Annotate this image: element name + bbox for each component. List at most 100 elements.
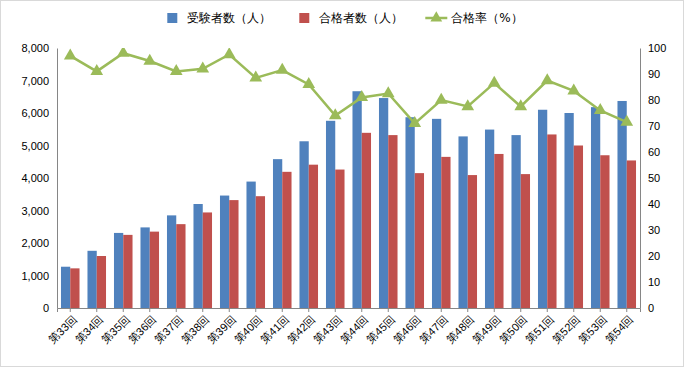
marker	[355, 90, 368, 101]
bar	[282, 172, 291, 308]
tick: 第42回	[285, 308, 318, 346]
tick-label: 0	[648, 302, 654, 314]
tick-label: 第33回	[46, 313, 79, 346]
legend-item: 合格者数（人）	[299, 11, 403, 25]
tick-label: 第50回	[497, 313, 530, 346]
marker	[408, 116, 421, 127]
tick: 第33回	[46, 308, 79, 346]
axis-line	[640, 49, 641, 309]
tick: 第34回	[73, 308, 106, 346]
tick: 50	[640, 172, 660, 184]
bar	[299, 141, 308, 308]
bar	[468, 175, 477, 308]
tick-mark	[467, 308, 468, 312]
bar	[273, 159, 282, 308]
tick-mark	[308, 308, 309, 312]
legend-label: 合格者数（人）	[319, 11, 403, 25]
tick: 60	[640, 146, 660, 158]
tick: 第41回	[258, 308, 291, 346]
marker	[329, 108, 342, 119]
legend-item: 受験者数（人）	[167, 11, 271, 25]
tick-label: 90	[648, 68, 660, 80]
axis-line	[58, 309, 641, 313]
tick-mark	[335, 308, 336, 312]
tick-mark	[361, 308, 362, 312]
tick: 100	[640, 42, 666, 54]
tick-label: 第37回	[152, 313, 185, 346]
tick-label: 第46回	[391, 313, 424, 346]
tick: 第44回	[338, 308, 371, 346]
x-axis: 第33回第34回第35回第36回第37回第38回第39回第40回第41回第42回…	[46, 308, 640, 346]
chart: 01,0002,0003,0004,0005,0006,0007,0008,00…	[0, 0, 684, 367]
tick-label: 第45回	[364, 313, 397, 346]
tick-label: 第48回	[444, 313, 477, 346]
bar	[600, 155, 609, 308]
legend-label: 受験者数（人）	[187, 11, 271, 25]
bar	[140, 227, 149, 308]
legend-label: 合格率（%）	[451, 11, 522, 25]
tick-mark	[520, 308, 521, 312]
marker	[64, 48, 77, 59]
markers	[64, 48, 633, 127]
bar	[114, 233, 123, 308]
bar	[627, 160, 636, 308]
axis-line	[57, 49, 58, 309]
tick-label: 7,000	[21, 75, 49, 87]
tick-mark	[229, 308, 230, 312]
marker	[143, 54, 156, 65]
tick-label: 2,000	[21, 237, 49, 249]
legend: 受験者数（人） 合格者数（人） 合格率（%）	[167, 11, 522, 25]
bar	[335, 170, 344, 308]
marker	[461, 99, 474, 110]
tick: 0	[43, 302, 57, 314]
tick-mark	[96, 308, 97, 312]
tick-label: 第39回	[205, 313, 238, 346]
bar	[441, 157, 450, 308]
tick: 1,000	[21, 270, 57, 282]
bar	[87, 251, 96, 308]
tick: 3,000	[21, 205, 57, 217]
bar	[97, 256, 106, 308]
marker	[382, 86, 395, 97]
bar	[176, 224, 185, 308]
tick-label: 第43回	[311, 313, 344, 346]
tick: 80	[640, 94, 660, 106]
tick-label: 第40回	[232, 313, 265, 346]
tick-mark	[70, 308, 71, 312]
tick: 70	[640, 120, 660, 132]
plot: 01,0002,0003,0004,0005,0006,0007,0008,00…	[21, 42, 666, 346]
tick-label: 第47回	[417, 313, 450, 346]
bar	[256, 196, 265, 308]
tick-label: 第51回	[523, 313, 556, 346]
tick: 8,000	[21, 42, 57, 54]
tick-mark	[547, 308, 548, 312]
bar	[547, 134, 556, 308]
bar	[203, 212, 212, 308]
marker	[514, 99, 527, 110]
tick-mark	[441, 308, 442, 312]
tick-mark	[388, 308, 389, 312]
tick-label: 8,000	[21, 42, 49, 54]
legend-symbol	[167, 13, 177, 23]
bar	[405, 117, 414, 308]
tick: 第43回	[311, 308, 344, 346]
tick-mark	[494, 308, 495, 312]
tick: 30	[640, 224, 660, 236]
tick: 第54回	[603, 308, 636, 346]
bar	[220, 196, 229, 308]
tick-label: 50	[648, 172, 660, 184]
bar	[564, 113, 573, 308]
tick-label: 第38回	[179, 313, 212, 346]
tick: 10	[640, 276, 660, 288]
marker	[276, 63, 289, 74]
tick-label: 20	[648, 250, 660, 262]
marker	[90, 64, 103, 75]
line	[70, 53, 627, 123]
bar	[150, 232, 159, 308]
tick-label: 第53回	[576, 313, 609, 346]
tick: 第36回	[126, 308, 159, 346]
tick: 90	[640, 68, 660, 80]
bar	[432, 119, 441, 308]
bar	[511, 135, 520, 308]
tick: 第52回	[550, 308, 583, 346]
